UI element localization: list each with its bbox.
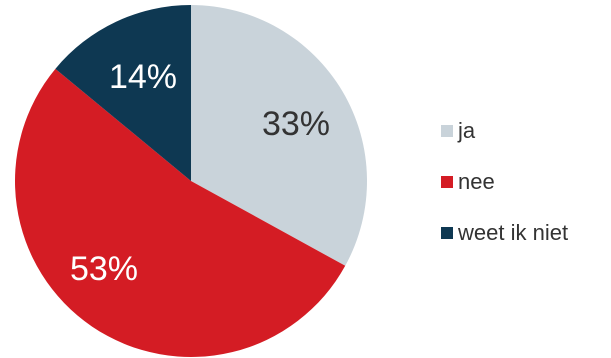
- pie-slice-labels: 33% 53% 14%: [70, 58, 330, 288]
- pie-slice-label-weet-ik-niet: 14%: [109, 58, 177, 96]
- pie-chart-plot: 33% 53% 14%: [15, 5, 367, 357]
- legend-label-weet-ik-niet: weet ik niet: [458, 219, 569, 245]
- pie-slices: [15, 5, 367, 357]
- legend-label-ja: ja: [458, 117, 476, 143]
- legend-item-ja: ja: [441, 118, 568, 143]
- chart-legend: ja nee weet ik niet: [441, 118, 568, 271]
- legend-label-nee: nee: [458, 168, 495, 194]
- pie-slice-ja: [191, 5, 367, 266]
- pie-slice-label-ja: 33%: [262, 105, 330, 143]
- legend-item-weet-ik-niet: weet ik niet: [441, 220, 568, 245]
- pie-slice-weet-ik-niet: [55, 5, 192, 181]
- legend-swatch-weet-ik-niet: [441, 226, 453, 239]
- pie-slice-label-nee: 53%: [70, 250, 138, 288]
- legend-swatch-ja: [441, 124, 453, 137]
- legend-item-nee: nee: [441, 169, 568, 194]
- pie-slice-nee: [15, 68, 346, 357]
- legend-swatch-nee: [441, 175, 453, 188]
